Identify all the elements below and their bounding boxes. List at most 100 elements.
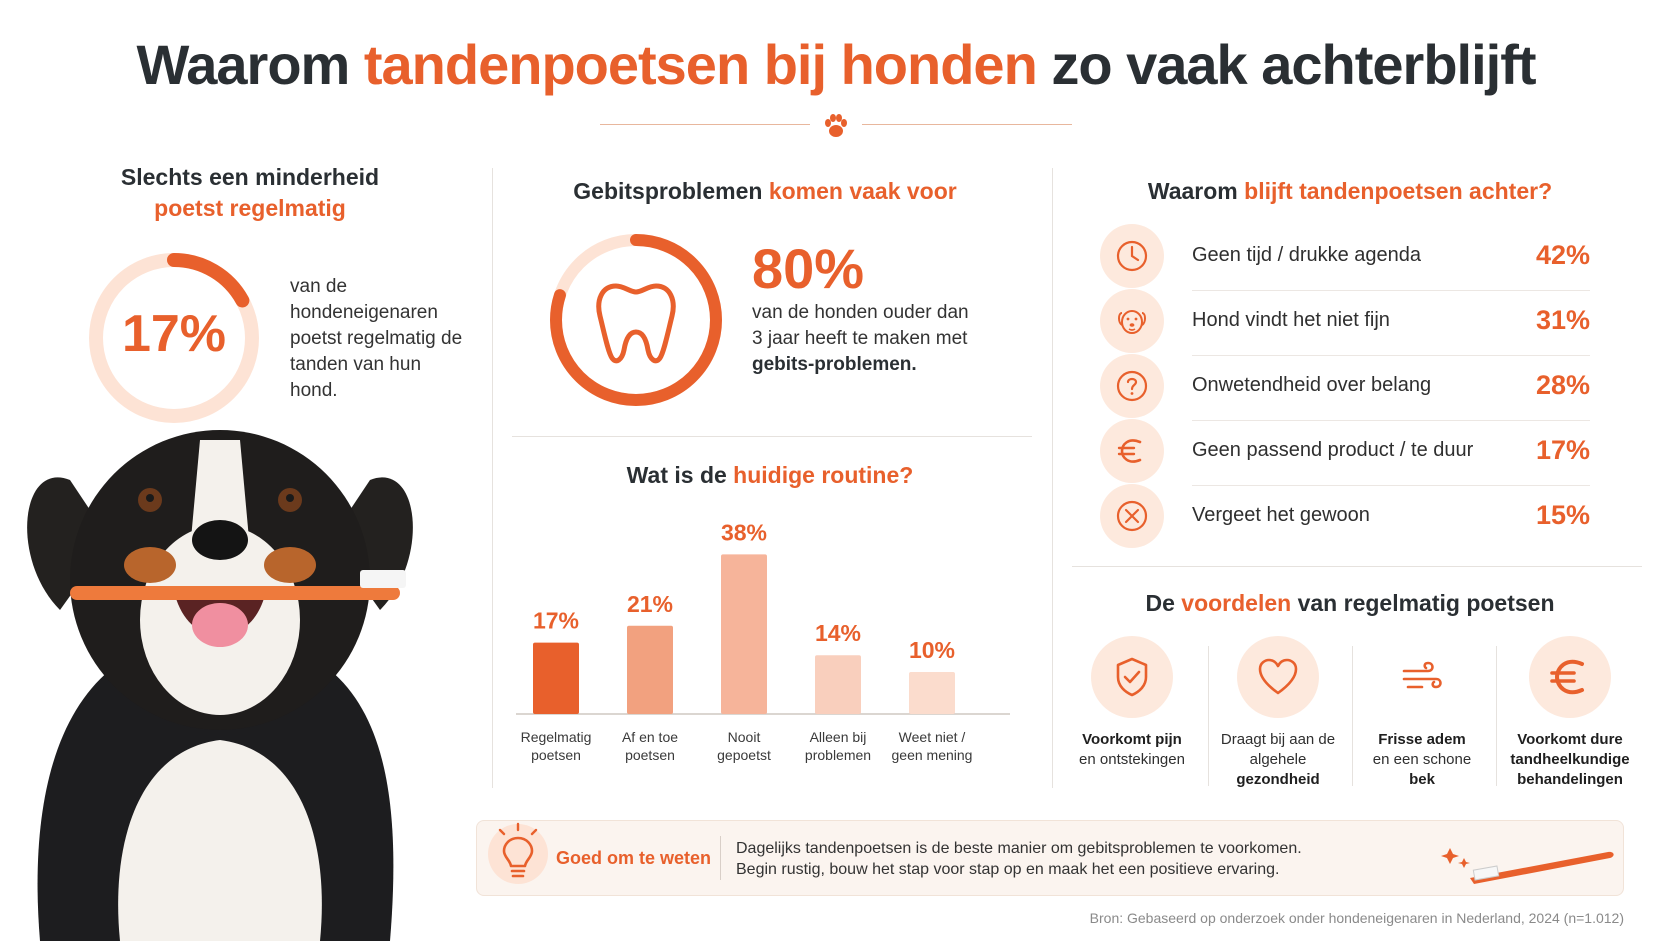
benefit-bold: Frisse adem [1378, 731, 1466, 748]
benefit-text: Draagt bij aan de algehele gezondheid [1208, 730, 1348, 790]
shield-check-icon [1091, 636, 1173, 718]
benefit-rest: Draagt bij aan de algehele [1220, 731, 1336, 768]
bar [627, 625, 673, 714]
tip-label: Goed om te weten [556, 848, 712, 868]
bar [533, 642, 579, 714]
benefit-divider [1352, 646, 1353, 786]
tip-line-1: Dagelijks tandenpoetsen is de beste mani… [736, 840, 1302, 857]
benefit-bold: Voorkomt dure tandheelkundige behandelin… [1510, 731, 1630, 788]
tip-separator [720, 836, 721, 880]
benefit-bold: gezondheid [1236, 771, 1320, 788]
category-label: gepoetst [717, 747, 771, 763]
reason-percent: 15% [1535, 500, 1590, 530]
bar-value-label: 17% [533, 608, 579, 634]
right-divider [1072, 566, 1642, 567]
tip-box [476, 820, 1624, 896]
category-label: Alleen bij [810, 729, 867, 745]
title-divider-left [600, 124, 810, 125]
title-part-2: tandenpoetsen bij honden [363, 33, 1038, 96]
category-label: poetsen [531, 747, 581, 763]
benefits-heading-part-3: van regelmatig poetsen [1291, 590, 1555, 616]
page-title: Waarom tandenpoetsen bij honden zo vaak … [0, 32, 1672, 97]
benefit-item: Draagt bij aan de algehele gezondheid [1208, 636, 1348, 790]
middle-divider [512, 436, 1032, 437]
benefit-item: Voorkomt dure tandheelkundige behandelin… [1500, 636, 1640, 790]
x-circle-icon [1100, 484, 1164, 548]
category-label: poetsen [625, 747, 675, 763]
dental-description-text: van de honden ouder dan 3 jaar heeft te … [752, 302, 969, 349]
reasons-heading-part-1: Waarom [1147, 178, 1245, 204]
reason-row: Geen tijd / drukke agenda 42% [1100, 224, 1590, 291]
reasons-heading-part-2: blijft tandenpoetsen achter? [1244, 178, 1553, 204]
category-label: Regelmatig [521, 729, 592, 745]
reason-label: Geen tijd / drukke agenda [1192, 244, 1422, 266]
benefit-text: Frisse adem en een schone bek [1352, 730, 1492, 790]
category-label: Weet niet / [899, 729, 966, 745]
reason-row: Geen passend product / te duur 17% [1100, 419, 1590, 486]
benefit-rest: en ontstekingen [1079, 751, 1185, 768]
benefit-divider [1208, 646, 1209, 786]
category-label: Nooit [728, 729, 761, 745]
routine-bar-chart: 17% Regelmatig poetsen 21% Af en toe poetsen 3… [516, 519, 1010, 763]
reason-percent: 28% [1535, 370, 1590, 400]
reason-separator [1192, 485, 1590, 486]
dental-heading-part-1: Gebitsproblemen [573, 178, 769, 204]
routine-heading: Wat is de huidige routine? [510, 462, 1030, 489]
bar-value-label: 14% [815, 620, 861, 646]
category-label: Af en toe [622, 729, 678, 745]
reason-row: Onwetendheid over belang 28% [1100, 354, 1590, 421]
column-divider-1 [492, 168, 493, 788]
benefits-heading: De voordelen van regelmatig poetsen [1080, 590, 1620, 617]
reason-separator [1192, 355, 1590, 356]
dog-face-icon [1100, 289, 1164, 353]
benefits-heading-part-1: De [1145, 590, 1182, 616]
bar [909, 672, 955, 714]
category-label: problemen [805, 747, 871, 763]
dental-percent: 80% [752, 237, 865, 300]
heart-icon [1237, 636, 1319, 718]
benefit-bold-2: bek [1409, 771, 1435, 788]
reason-label: Vergeet het gewoon [1192, 504, 1370, 526]
minority-heading: Slechts een minderheid poetst regelmatig [80, 164, 420, 222]
paw-icon [825, 114, 847, 137]
reason-percent: 31% [1535, 305, 1590, 335]
dog-with-toothbrush-illustration [27, 430, 413, 941]
reason-label: Onwetendheid over belang [1192, 374, 1432, 396]
benefits-heading-part-2: voordelen [1181, 590, 1292, 616]
minority-description: van de hondeneigenaren poetst regelmatig… [290, 276, 463, 401]
reason-percent: 42% [1535, 240, 1590, 270]
reason-label: Hond vindt het niet fijn [1192, 309, 1390, 331]
bar-value-label: 10% [909, 637, 955, 663]
breath-icon [1381, 636, 1463, 718]
benefit-text: Voorkomt pijn en ontstekingen [1062, 730, 1202, 770]
donut-80-arc [550, 234, 722, 406]
dental-heading: Gebitsproblemen komen vaak voor [500, 178, 1030, 205]
tip-line-2: Begin rustig, bouw het stap voor stap op… [736, 861, 1280, 878]
benefit-item: Frisse adem en een schone bek [1352, 636, 1492, 790]
euro-icon [1529, 636, 1611, 718]
category-label: geen mening [892, 747, 973, 763]
dental-description: van de honden ouder dan 3 jaar heeft te … [752, 300, 982, 378]
minority-heading-line-1: Slechts een minderheid [120, 164, 380, 190]
benefit-bold: Voorkomt pijn [1082, 731, 1182, 748]
routine-heading-part-2: huidige routine? [733, 462, 914, 488]
toothbrush-icon [1441, 848, 1614, 884]
dental-heading-part-2: komen vaak voor [768, 178, 957, 204]
minority-heading-line-2: poetst regelmatig [154, 195, 346, 221]
question-icon [1100, 354, 1164, 418]
benefit-rest: en een schone [1372, 751, 1472, 768]
benefit-divider [1496, 646, 1497, 786]
routine-heading-part-1: Wat is de [626, 462, 734, 488]
benefit-text: Voorkomt dure tandheelkundige behandelin… [1500, 730, 1640, 790]
reason-separator [1192, 290, 1590, 291]
title-part-1: Waarom [136, 33, 364, 96]
title-part-3: zo vaak achterblijft [1036, 33, 1536, 96]
bar [815, 655, 861, 714]
title-divider-right [862, 124, 1072, 125]
reason-percent: 17% [1535, 435, 1590, 465]
source-note: Bron: Gebaseerd op onderzoek onder honde… [1089, 910, 1624, 926]
column-divider-2 [1052, 168, 1053, 788]
euro-icon [1100, 419, 1164, 483]
clock-icon [1100, 224, 1164, 288]
reasons-heading: Waarom blijft tandenpoetsen achter? [1070, 178, 1630, 205]
